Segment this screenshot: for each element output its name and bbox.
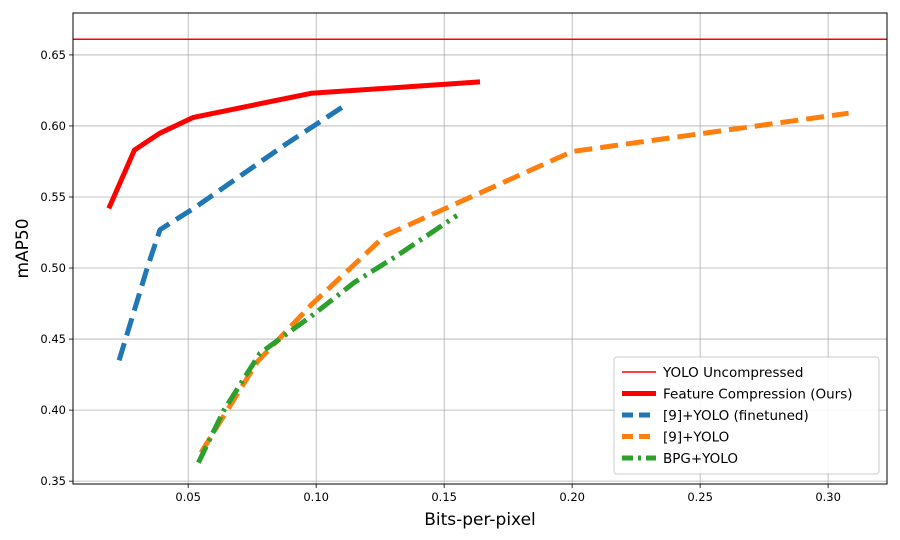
legend-label: BPG+YOLO bbox=[663, 451, 738, 467]
axis-ticks: 0.05 0.10 0.15 0.20 0.25 0.30 0.35 0.40 0.45 0.50… bbox=[40, 48, 841, 504]
y-tick-label: 0.65 bbox=[40, 48, 66, 62]
x-tick-label: 0.15 bbox=[431, 490, 457, 504]
x-tick-label: 0.10 bbox=[303, 490, 329, 504]
y-tick-label: 0.45 bbox=[40, 332, 66, 346]
x-tick-label: 0.25 bbox=[687, 490, 713, 504]
plot-frame bbox=[72, 12, 888, 485]
x-axis-title: Bits-per-pixel bbox=[424, 510, 536, 530]
x-tick-label: 0.05 bbox=[175, 490, 201, 504]
plot-series bbox=[73, 38, 887, 464]
legend-label: [9]+YOLO (finetuned) bbox=[663, 408, 809, 424]
y-tick-label: 0.35 bbox=[40, 474, 66, 488]
y-axis-title: mAP50 bbox=[13, 218, 33, 278]
series-line bbox=[106, 79, 481, 210]
series-line bbox=[196, 213, 459, 464]
legend: YOLO Uncompressed Feature Compression (Ou… bbox=[613, 356, 880, 475]
y-tick-label: 0.50 bbox=[40, 261, 66, 275]
x-tick-label: 0.20 bbox=[559, 490, 585, 504]
legend-box bbox=[613, 356, 880, 475]
y-tick-label: 0.40 bbox=[40, 403, 66, 417]
x-tick-label: 0.30 bbox=[815, 490, 841, 504]
legend-label: YOLO Uncompressed bbox=[662, 365, 803, 381]
y-tick-label: 0.55 bbox=[40, 190, 66, 204]
legend-label: [9]+YOLO bbox=[663, 430, 729, 446]
legend-label: Feature Compression (Ours) bbox=[663, 387, 853, 403]
series-line bbox=[116, 105, 344, 362]
y-tick-label: 0.60 bbox=[40, 119, 66, 133]
series-line bbox=[198, 110, 849, 455]
